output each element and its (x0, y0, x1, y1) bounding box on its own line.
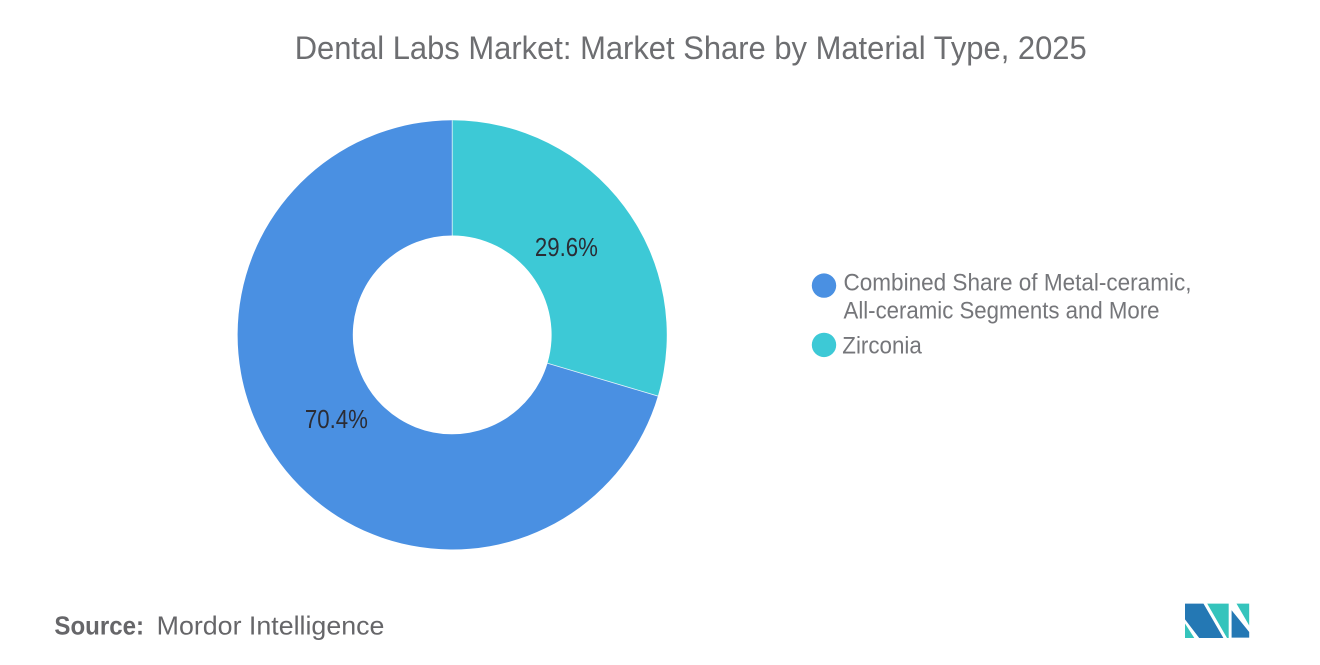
svg-text:Combined Share of Metal-cerami: Combined Share of Metal-ceramic, (844, 270, 1192, 297)
svg-text:All-ceramic Segments and More: All-ceramic Segments and More (844, 298, 1160, 325)
svg-text:Zirconia: Zirconia (842, 333, 922, 360)
svg-text:Dental Labs Market: Market Sha: Dental Labs Market: Market Share by Mate… (295, 30, 1087, 66)
svg-text:70.4%: 70.4% (305, 404, 368, 434)
svg-text:29.6%: 29.6% (535, 232, 598, 262)
svg-text:Mordor Intelligence: Mordor Intelligence (157, 611, 385, 641)
svg-text:Source:: Source: (54, 611, 144, 641)
